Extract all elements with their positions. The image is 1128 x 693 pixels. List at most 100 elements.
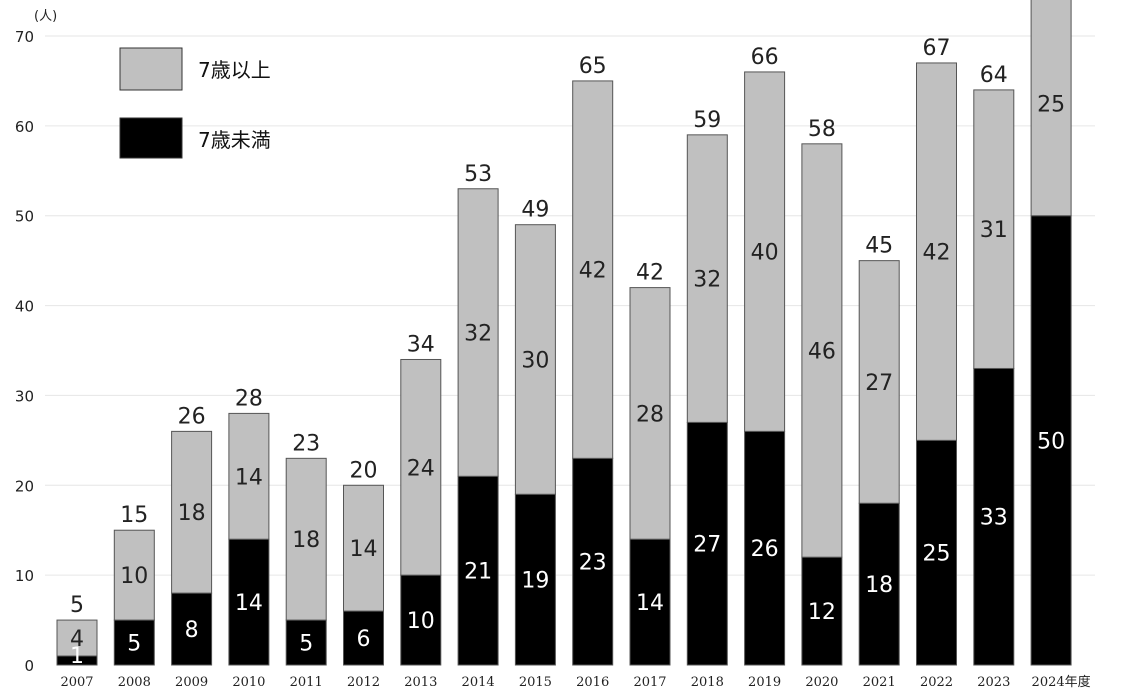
x-tick-label: 2015 bbox=[519, 675, 552, 690]
data-label-over7: 10 bbox=[120, 564, 148, 589]
x-tick-label: 2012 bbox=[347, 675, 380, 690]
x-tick-label: 2020 bbox=[805, 675, 838, 690]
legend-label-over7: 7歳以上 bbox=[198, 58, 271, 82]
y-tick-label: 50 bbox=[15, 208, 34, 226]
data-label-over7: 40 bbox=[751, 241, 779, 266]
data-label-over7: 14 bbox=[350, 537, 378, 562]
data-label-under7: 14 bbox=[636, 591, 664, 616]
x-tick-label: 2016 bbox=[576, 675, 609, 690]
bar-over7 bbox=[572, 80, 614, 459]
data-label-under7: 12 bbox=[808, 600, 836, 625]
data-label-over7: 42 bbox=[579, 259, 607, 284]
bar-under7 bbox=[400, 574, 442, 666]
y-tick-label: 70 bbox=[15, 28, 34, 46]
legend-label-under7: 7歳未満 bbox=[198, 128, 271, 152]
data-label-over7: 46 bbox=[808, 340, 836, 365]
bar-under7 bbox=[1030, 215, 1072, 666]
data-label-under7: 26 bbox=[751, 537, 779, 562]
legend: 7歳以上 7歳未満 bbox=[119, 47, 271, 159]
bar-over7 bbox=[686, 134, 728, 423]
x-tick-label: 2008 bbox=[118, 675, 151, 690]
data-label-total: 26 bbox=[178, 404, 206, 429]
data-label-total: 59 bbox=[693, 108, 721, 133]
legend-swatch-over7 bbox=[119, 47, 183, 91]
data-label-over7: 18 bbox=[292, 528, 320, 553]
data-label-over7: 30 bbox=[521, 348, 549, 373]
data-label-under7: 25 bbox=[923, 542, 951, 567]
x-tick-label: 2018 bbox=[691, 675, 724, 690]
bars: 1 45 5 10 15 8 18 26 14 14 28 5 18 23 6 14 20 10 24 34 21 32 5… bbox=[56, 0, 1072, 669]
data-label-under7: 21 bbox=[464, 560, 492, 585]
bar-under7 bbox=[629, 538, 671, 666]
y-axis-unit: (人) bbox=[34, 9, 57, 24]
bar-under7 bbox=[457, 475, 499, 666]
data-label-total: 45 bbox=[865, 234, 893, 259]
y-axis-ticks: 0 10 20 30 40 50 60 70 bbox=[15, 28, 34, 675]
data-label-total: 65 bbox=[579, 54, 607, 79]
data-label-over7: 25 bbox=[1037, 92, 1065, 117]
bar-over7 bbox=[171, 430, 213, 594]
data-label-over7: 28 bbox=[636, 402, 664, 427]
x-tick-label: 2019 bbox=[748, 675, 781, 690]
legend-swatch-under7 bbox=[119, 117, 183, 159]
x-tick-label: 2009 bbox=[175, 675, 208, 690]
data-label-under7: 27 bbox=[693, 533, 721, 558]
bar-over7 bbox=[457, 188, 499, 477]
x-tick-label: 2007 bbox=[60, 675, 93, 690]
bar-under7 bbox=[916, 439, 957, 666]
bar-under7 bbox=[858, 502, 900, 666]
data-label-under7: 5 bbox=[299, 632, 313, 657]
data-label-over7: 31 bbox=[980, 218, 1008, 243]
bar-under7 bbox=[572, 457, 614, 666]
bar-over7 bbox=[113, 529, 155, 621]
data-label-under7: 50 bbox=[1037, 429, 1065, 454]
bar-over7 bbox=[343, 484, 384, 612]
data-label-under7: 8 bbox=[185, 618, 199, 643]
data-label-total: 23 bbox=[292, 431, 320, 456]
y-tick-label: 0 bbox=[24, 657, 34, 675]
data-label-total: 49 bbox=[521, 198, 549, 223]
data-label-under7: 19 bbox=[521, 569, 549, 594]
bar-under7 bbox=[343, 610, 384, 666]
data-label-under7: 10 bbox=[407, 609, 435, 634]
y-tick-label: 10 bbox=[15, 567, 34, 585]
grid-lines bbox=[45, 35, 1095, 576]
bar-under7 bbox=[113, 619, 155, 666]
data-label-over7: 32 bbox=[464, 322, 492, 347]
data-label-over7: 42 bbox=[923, 241, 951, 266]
y-tick-label: 60 bbox=[15, 118, 34, 136]
x-axis-ticks: 2007 2008 2009 2010 2011 2012 2013 2014 2015 2016… bbox=[60, 674, 1090, 690]
x-tick-label: 2011 bbox=[290, 675, 323, 690]
bar-under7 bbox=[171, 592, 213, 666]
data-label-under7: 33 bbox=[980, 506, 1008, 531]
data-label-total: 28 bbox=[235, 386, 263, 411]
x-tick-label: 2022 bbox=[920, 675, 953, 690]
legend-item-under7: 7歳未満 bbox=[119, 117, 271, 159]
bar-under7 bbox=[514, 493, 556, 666]
data-label-over7: 27 bbox=[865, 371, 893, 396]
data-label-over7: 4 bbox=[70, 627, 84, 652]
bar-over7 bbox=[285, 457, 327, 621]
y-tick-label: 20 bbox=[15, 477, 34, 495]
x-tick-label: 2014 bbox=[462, 675, 495, 690]
data-label-total: 15 bbox=[120, 503, 148, 528]
x-tick-label: 2023 bbox=[977, 675, 1010, 690]
x-tick-label: 2010 bbox=[232, 675, 265, 690]
bar-over7 bbox=[744, 71, 786, 432]
data-label-under7: 6 bbox=[357, 627, 371, 652]
data-label-total: 64 bbox=[980, 63, 1008, 88]
data-label-under7: 5 bbox=[127, 632, 141, 657]
data-label-under7: 1 bbox=[70, 644, 84, 669]
x-tick-label: 2013 bbox=[404, 675, 437, 690]
data-label-over7: 18 bbox=[178, 501, 206, 526]
bar-over7 bbox=[801, 143, 843, 558]
x-tick-label: 2017 bbox=[633, 675, 666, 690]
data-label-total: 20 bbox=[350, 458, 378, 483]
data-label-over7: 24 bbox=[407, 456, 435, 481]
bar-over7 bbox=[916, 62, 957, 441]
data-label-under7: 14 bbox=[235, 591, 263, 616]
data-label-total: 34 bbox=[407, 332, 435, 357]
bar-over7 bbox=[1030, 0, 1072, 217]
y-tick-label: 30 bbox=[15, 387, 34, 405]
